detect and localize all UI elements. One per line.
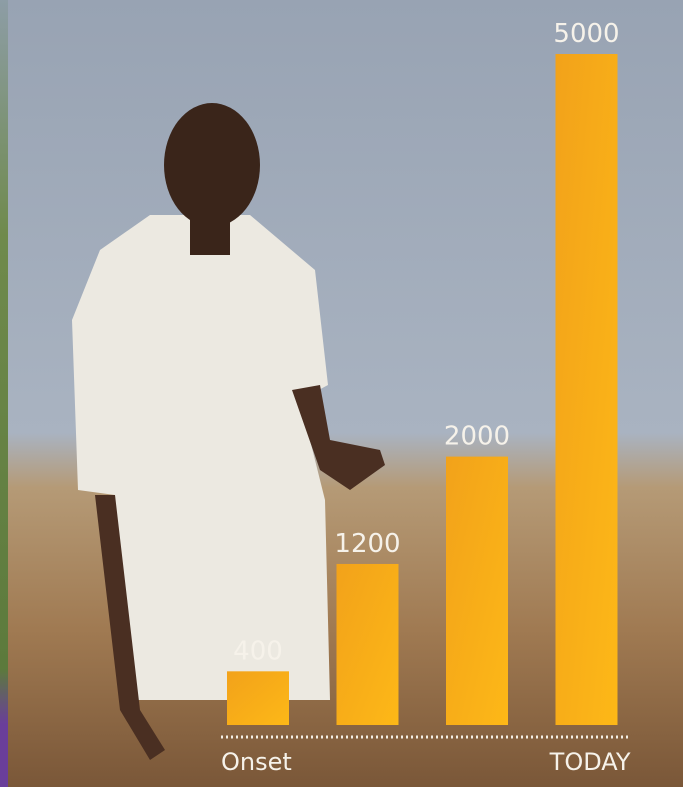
bar: [227, 671, 289, 725]
bar: [446, 456, 508, 725]
data-label: 2000: [444, 422, 510, 452]
data-label: 400: [233, 636, 283, 666]
plot-area: 400 Onset 1200 2000 5000 TODAY: [221, 19, 631, 776]
bar: [555, 54, 618, 725]
data-label: 5000: [553, 19, 619, 49]
bar: [336, 563, 399, 725]
x-tick-label: TODAY: [549, 748, 631, 776]
data-label: 1200: [334, 529, 400, 559]
x-tick-label: Onset: [221, 748, 292, 776]
